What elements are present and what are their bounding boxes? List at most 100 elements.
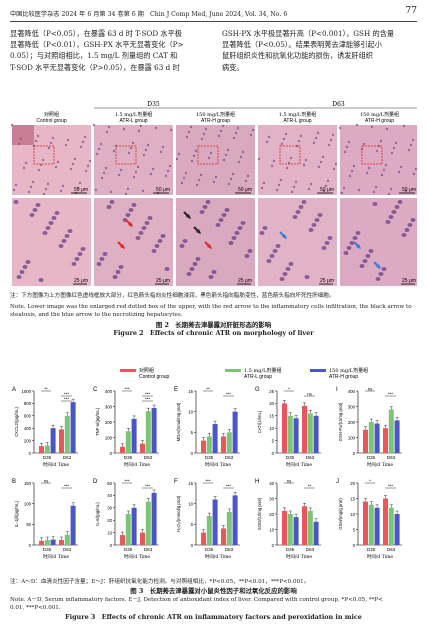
y-axis-label: MDA/(nmol/mg prot) bbox=[176, 402, 181, 441]
nucleus-dot bbox=[226, 148, 230, 152]
nucleus-cell bbox=[32, 208, 38, 212]
nucleus-dot bbox=[231, 172, 235, 176]
text-line: T-SOD 水平无显著变化（P>0.05），在暴露 63 d 时 bbox=[10, 62, 180, 72]
figure-3-title-en: Figure 3 Effects of chronic ATR on infla… bbox=[65, 613, 362, 621]
nucleus-dot bbox=[307, 187, 311, 191]
nucleus-cell bbox=[301, 200, 307, 204]
nucleus-dot bbox=[44, 187, 48, 191]
nucleus-dot bbox=[61, 184, 65, 188]
nucleus-dot bbox=[56, 160, 60, 164]
legend-label-cn: 1.5 mg/L剂量组 bbox=[244, 367, 282, 374]
nucleus-cell bbox=[215, 223, 221, 227]
panel-letter: F bbox=[174, 479, 178, 485]
nucleus-dot bbox=[94, 188, 98, 192]
nucleus-dot bbox=[122, 127, 126, 131]
text-line: 0.05）；与对照组相比，1.5 mg/L 剂量组的 CAT 和 bbox=[10, 51, 178, 61]
nucleus-dot bbox=[100, 176, 104, 180]
nucleus-dot bbox=[86, 164, 90, 168]
nucleus-dot bbox=[375, 149, 379, 153]
significance-label: ** bbox=[206, 387, 210, 392]
nucleus-cell bbox=[179, 244, 185, 248]
y-tick-label: 100 bbox=[348, 435, 356, 440]
bar bbox=[232, 411, 238, 453]
figure-2-note-en-2: steatosis, and the blue arrow to the nec… bbox=[10, 312, 183, 318]
y-tick-label: 15 bbox=[188, 389, 193, 394]
significance-label: *** bbox=[64, 392, 69, 397]
nucleus-dot bbox=[332, 167, 336, 171]
nucleus-dot bbox=[239, 155, 243, 159]
nucleus-dot bbox=[227, 182, 231, 186]
text-line: 显著降低（P<0.05）。结果表明莠去津能够引起小 bbox=[222, 40, 382, 50]
nucleus-dot bbox=[309, 182, 313, 186]
y-tick-label: 5 bbox=[353, 527, 356, 532]
scale-bar-label: 50 μm bbox=[156, 187, 170, 193]
nucleus-dot bbox=[76, 186, 80, 190]
nucleus-dot bbox=[370, 125, 374, 129]
nucleus-dot bbox=[29, 185, 33, 189]
nucleus-dot bbox=[144, 148, 148, 152]
y-tick-label: 5 bbox=[191, 430, 194, 435]
nucleus-dot bbox=[317, 165, 321, 169]
nucleus-dot bbox=[316, 131, 320, 135]
nucleus-dot bbox=[340, 191, 344, 195]
scale-bar-label: 50 μm bbox=[320, 187, 334, 193]
nucleus-cell bbox=[118, 265, 124, 269]
nucleus-cell bbox=[388, 215, 394, 219]
nucleus-dot bbox=[69, 167, 73, 171]
nucleus-dot bbox=[42, 192, 46, 196]
nucleus-dot bbox=[350, 169, 354, 173]
y-tick-label: 5 bbox=[272, 438, 275, 443]
x-axis-label: 时间/d Time bbox=[124, 553, 151, 560]
y-tick-label: 0 bbox=[353, 451, 356, 456]
nucleus-dot bbox=[292, 185, 296, 189]
nucleus-dot bbox=[79, 145, 83, 149]
nucleus-dot bbox=[12, 188, 16, 192]
scale-bar-label: 25 μm bbox=[238, 278, 252, 284]
nucleus-dot bbox=[168, 164, 172, 168]
nucleus-dot bbox=[237, 160, 241, 164]
nucleus-cell bbox=[109, 200, 115, 204]
x-axis-label: 时间/d Time bbox=[43, 553, 70, 560]
nucleus-cell bbox=[54, 211, 60, 215]
nucleus-cell bbox=[147, 216, 153, 220]
bar bbox=[125, 431, 131, 453]
nucleus-cell bbox=[141, 226, 147, 230]
nucleus-cell bbox=[352, 236, 358, 240]
bar bbox=[383, 428, 388, 453]
panel-letter: A bbox=[12, 387, 16, 393]
nucleus-cell bbox=[74, 257, 80, 261]
figure-2-title-cn: 图 2 长期莠去津暴露对肝脏形态的影响 bbox=[155, 321, 272, 329]
zoom-box bbox=[33, 145, 55, 165]
nucleus-cell bbox=[365, 254, 371, 258]
nucleus-dot bbox=[380, 173, 384, 177]
nucleus-cell bbox=[58, 244, 64, 248]
nucleus-dot bbox=[352, 164, 356, 168]
nucleus-cell bbox=[368, 249, 374, 253]
nucleus-cell bbox=[131, 203, 137, 207]
nucleus-dot bbox=[41, 158, 45, 162]
x-tick-label: D63 bbox=[144, 547, 153, 552]
bar bbox=[145, 501, 151, 545]
body-text-right: GSH-PX 水平极显著升高（P<0.001），GSH 的含量 显著降低（P<0… bbox=[222, 28, 418, 73]
significance-label: ns bbox=[307, 392, 312, 397]
bar bbox=[313, 415, 319, 453]
nucleus-dot bbox=[209, 151, 213, 155]
nucleus-cell bbox=[279, 277, 285, 281]
nucleus-dot bbox=[326, 179, 330, 183]
figure-2-note-cn: 注：下方图像为上方图像红色虚线框放大部分，红色箭头指向炎性细胞浸润，黑色箭头指向… bbox=[10, 293, 335, 299]
legend-swatch bbox=[120, 369, 136, 372]
nucleus-cell bbox=[391, 210, 397, 214]
nucleus-dot bbox=[338, 126, 342, 130]
bar bbox=[59, 540, 64, 545]
nucleus-dot bbox=[36, 134, 40, 138]
nucleus-dot bbox=[229, 177, 233, 181]
nucleus-dot bbox=[343, 150, 347, 154]
y-tick-label: 20 bbox=[269, 401, 274, 406]
nucleus-dot bbox=[192, 154, 196, 158]
legend-label-cn: 150 mg/L剂量组 bbox=[329, 367, 368, 374]
bar bbox=[140, 443, 145, 453]
nucleus-dot bbox=[189, 125, 193, 129]
zoom-box bbox=[197, 145, 219, 165]
